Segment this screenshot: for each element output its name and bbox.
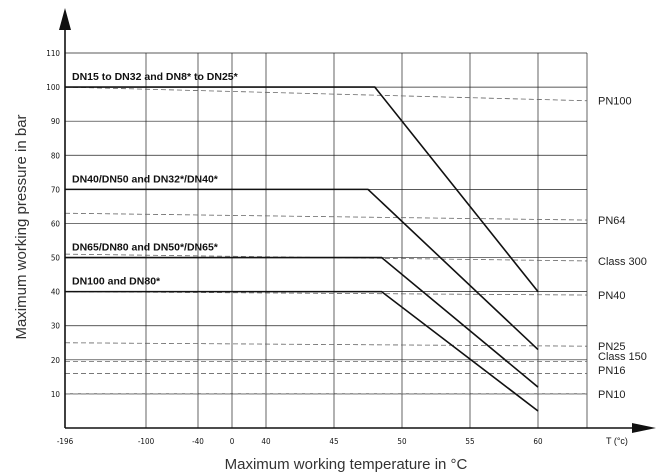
x-axis-unit-label: T (°c) <box>606 436 628 446</box>
x-tick-label--196: -196 <box>57 437 74 446</box>
x-axis-title: Maximum working temperature in °C <box>225 456 468 473</box>
y-tick-label-90: 90 <box>51 117 61 126</box>
reference-label-class-300: Class 300 <box>598 256 647 268</box>
x-tick-label-55: 55 <box>465 437 474 446</box>
y-tick-label-50: 50 <box>51 254 61 263</box>
series-label-1: DN15 to DN32 and DN8* to DN25* <box>72 71 239 83</box>
y-axis-title: Maximum working pressure in bar <box>13 114 30 339</box>
y-tick-label-40: 40 <box>51 288 61 297</box>
x-tick-label--100: -100 <box>138 437 155 446</box>
reference-label-pn100: PN100 <box>598 96 632 108</box>
x-tick-label--40: -40 <box>192 437 204 446</box>
x-tick-label-40: 40 <box>261 437 271 446</box>
series-lines <box>65 86 539 412</box>
reference-label-pn16: PN16 <box>598 365 626 377</box>
reference-line-pn40 <box>64 291 588 296</box>
x-tick-label-0: 0 <box>230 437 235 446</box>
reference-label-pn10: PN10 <box>598 389 626 401</box>
series-label-3: DN65/DN80 and DN50*/DN65* <box>72 242 219 254</box>
x-tick-label-60: 60 <box>533 437 543 446</box>
series-line-3 <box>65 256 539 388</box>
reference-label-pn40: PN40 <box>598 290 626 302</box>
reference-line-class-300 <box>64 253 588 262</box>
y-tick-label-110: 110 <box>46 49 60 58</box>
x-tick-label-45: 45 <box>329 437 338 446</box>
series-line-2 <box>65 188 539 351</box>
axes <box>59 8 656 433</box>
y-tick-label-70: 70 <box>51 185 61 194</box>
labels: Maximum working pressure in bar Maximum … <box>13 49 647 473</box>
series-line-1 <box>65 86 539 293</box>
y-tick-label-80: 80 <box>51 151 61 160</box>
y-tick-label-30: 30 <box>51 322 61 331</box>
reference-label-pn25: PN25 <box>598 341 626 353</box>
reference-label-pn64: PN64 <box>598 215 626 227</box>
y-axis-arrow-icon <box>59 8 71 30</box>
y-tick-label-60: 60 <box>51 219 61 228</box>
reference-lines <box>64 86 588 395</box>
grid <box>65 52 588 428</box>
reference-label-class-150: Class 150 <box>598 351 647 363</box>
reference-line-pn64 <box>64 212 588 221</box>
reference-line-pn100 <box>64 86 588 102</box>
series-label-4: DN100 and DN80* <box>72 276 161 288</box>
y-tick-label-20: 20 <box>51 356 61 365</box>
y-tick-label-100: 100 <box>46 83 60 92</box>
y-tick-label-10: 10 <box>51 390 61 399</box>
x-axis-arrow-icon <box>632 423 656 433</box>
reference-line-pn25 <box>64 342 588 347</box>
series-label-2: DN40/DN50 and DN32*/DN40* <box>72 173 219 185</box>
series-line-4 <box>65 290 539 412</box>
x-tick-label-50: 50 <box>397 437 407 446</box>
